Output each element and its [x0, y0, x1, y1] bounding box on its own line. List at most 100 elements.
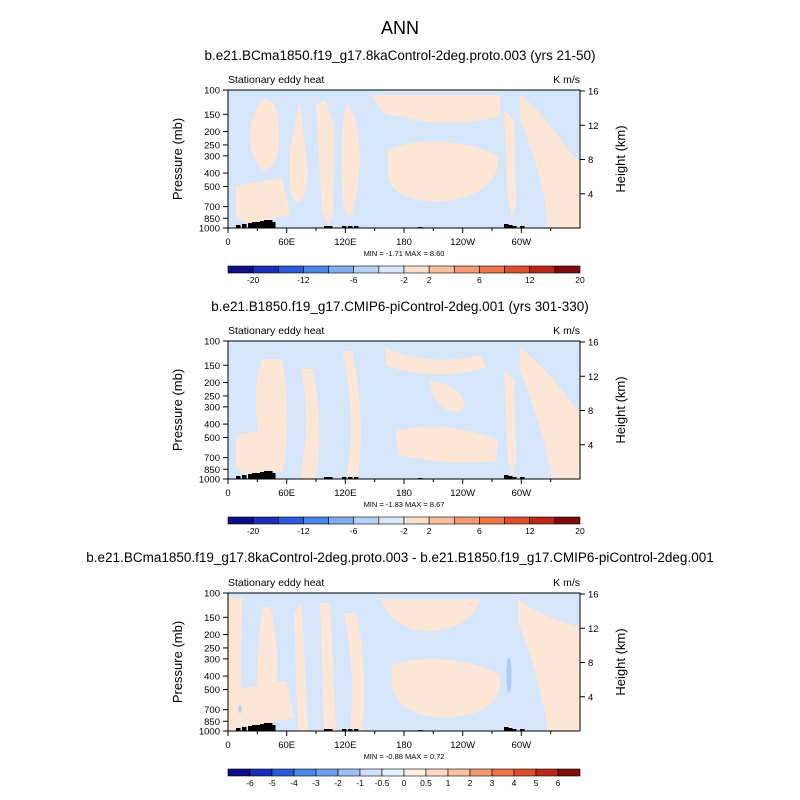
- chart-panel-2: b.e21.B1850.f19_g17.CMIP6-piControl-2deg…: [170, 299, 628, 536]
- colorbar-label: -4: [290, 778, 298, 788]
- y-tick-label: 400: [204, 420, 220, 431]
- chart-panel-1: b.e21.BCma1850.f19_g17.8kaControl-2deg.p…: [170, 48, 628, 285]
- topography-bar: [256, 222, 261, 228]
- topography-bar: [520, 226, 525, 228]
- topography-bar: [328, 226, 333, 228]
- contour-region: [504, 110, 516, 218]
- topography-bar: [342, 729, 347, 731]
- colorbar-swatch: [227, 768, 251, 777]
- colorbar-swatch: [447, 768, 471, 777]
- colorbar-swatch: [504, 265, 531, 274]
- contour-fills: [228, 598, 580, 731]
- x-tick-label: 60W: [512, 488, 532, 499]
- colorbar-label: -20: [247, 526, 260, 536]
- topography-bar: [508, 225, 513, 228]
- colorbar-label: -20: [247, 275, 260, 285]
- y2-tick-label: 16: [588, 87, 599, 98]
- y-tick-label: 200: [204, 630, 220, 641]
- topography-bar: [252, 473, 257, 479]
- colorbar-label: 5: [534, 778, 539, 788]
- topography-bar: [242, 727, 247, 731]
- y-tick-label: 1000: [199, 224, 220, 235]
- colorbar-label: -1: [356, 778, 364, 788]
- topography-bar: [264, 220, 269, 228]
- contour-fills: [236, 347, 580, 479]
- colorbar-label: 0.5: [420, 778, 432, 788]
- colorbar-swatch: [529, 516, 556, 525]
- colorbar-swatch: [428, 265, 455, 274]
- x-tick-label: 0: [225, 740, 230, 751]
- panel-left-string: Stationary eddy heat: [228, 577, 324, 589]
- topography-bar: [248, 726, 253, 731]
- y2-tick-label: 4: [588, 189, 593, 200]
- colorbar-label: 20: [575, 275, 585, 285]
- topography-bar: [348, 226, 353, 228]
- stats-label: MIN = -0.88 MAX = 0.72: [364, 752, 445, 761]
- x-tick-label: 120E: [334, 488, 356, 499]
- colorbar-label: 2: [427, 526, 432, 536]
- colorbar-swatch: [303, 265, 329, 274]
- x-tick-label: 60E: [278, 740, 295, 751]
- y-tick-label: 200: [204, 127, 220, 138]
- y-tick-label: 150: [204, 613, 220, 624]
- y-tick-label: 150: [204, 110, 220, 121]
- colorbar-swatch: [293, 768, 317, 777]
- colorbar-swatch: [428, 516, 455, 525]
- colorbar-label: 20: [575, 526, 585, 536]
- y-tick-label: 500: [204, 685, 220, 696]
- panel-units: K m/s: [553, 577, 580, 589]
- colorbar-label: 4: [512, 778, 517, 788]
- topography-bar: [252, 222, 257, 228]
- y-tick-label: 100: [204, 337, 220, 348]
- panel-title: b.e21.B1850.f19_g17.CMIP6-piControl-2deg…: [211, 299, 589, 314]
- contour-fills: [236, 95, 580, 228]
- topography-bar: [236, 476, 241, 479]
- y-tick-label: 250: [204, 643, 220, 654]
- y-tick-label: 400: [204, 169, 220, 180]
- y2-tick-label: 12: [588, 121, 599, 132]
- y-tick-label: 250: [204, 391, 220, 402]
- contour-region: [316, 100, 334, 226]
- topography-bar: [260, 724, 265, 731]
- colorbar-swatch: [491, 768, 515, 777]
- y-tick-label: 700: [204, 202, 220, 213]
- colorbar-swatch: [252, 265, 279, 274]
- x-tick-label: 120E: [334, 237, 356, 248]
- colorbar-swatch: [353, 265, 380, 274]
- topography-bar: [512, 729, 517, 731]
- colorbar-swatch: [403, 768, 427, 777]
- y-tick-label: 850: [204, 214, 220, 225]
- topography-bar: [342, 226, 347, 228]
- y-tick-label: 500: [204, 182, 220, 193]
- colorbar-label: -2: [334, 778, 342, 788]
- topography-bar: [348, 477, 353, 479]
- colorbar-swatch: [337, 768, 361, 777]
- colorbar-swatch: [513, 768, 537, 777]
- topography-bar: [328, 477, 333, 479]
- topography-bar: [256, 725, 261, 731]
- x-tick-label: 60E: [278, 488, 295, 499]
- colorbar-swatch: [425, 768, 449, 777]
- y2-tick-label: 4: [588, 692, 593, 703]
- y-tick-label: 700: [204, 453, 220, 464]
- topography-bar: [260, 472, 265, 479]
- colorbar-swatch: [271, 768, 295, 777]
- panel-units: K m/s: [553, 325, 580, 337]
- colorbar-label: -12: [297, 526, 310, 536]
- colorbar-swatch: [453, 516, 480, 525]
- panels: b.e21.BCma1850.f19_g17.8kaControl-2deg.p…: [86, 48, 713, 788]
- colorbar-label: 12: [525, 275, 535, 285]
- figure-title: ANN: [381, 18, 419, 38]
- topography-bar: [508, 728, 513, 731]
- colorbar-label: -2: [400, 526, 408, 536]
- colorbar-swatch: [557, 768, 581, 777]
- y-tick-label: 200: [204, 378, 220, 389]
- contour-region: [320, 603, 336, 731]
- colorbar-label: -5: [268, 778, 276, 788]
- topography-bar: [520, 729, 525, 731]
- topography-bar: [324, 477, 329, 479]
- contour-region: [238, 705, 242, 713]
- colorbar-label: -3: [312, 778, 320, 788]
- contour-region: [236, 681, 294, 728]
